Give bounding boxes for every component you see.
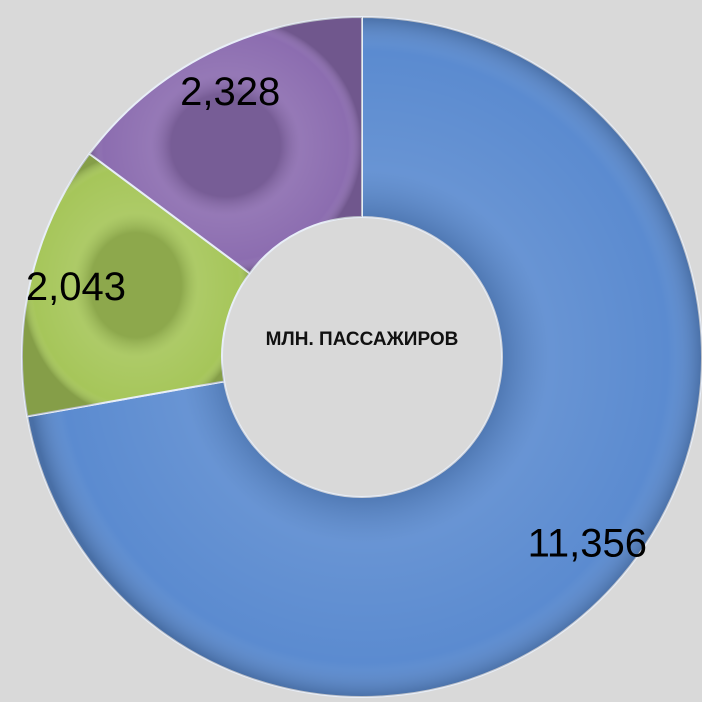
data-label: 2,043 [26,265,126,309]
data-label: 11,356 [528,521,647,565]
center-label: МЛН. ПАССАЖИРОВ [265,329,459,350]
data-label: 2,328 [180,70,280,114]
